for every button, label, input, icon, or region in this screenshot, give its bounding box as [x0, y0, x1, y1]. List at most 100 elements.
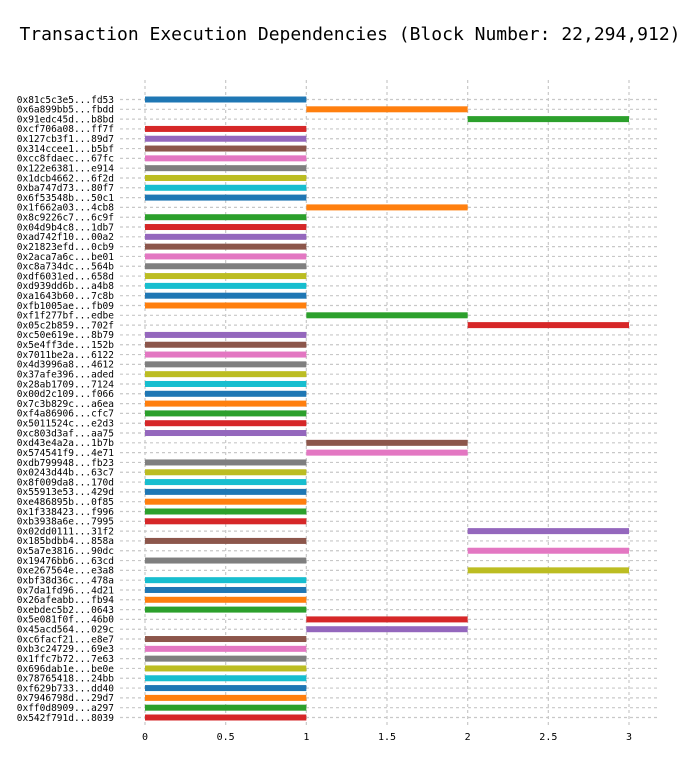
transaction-label: 0xdf6031ed...658d: [17, 271, 114, 282]
transaction-bar: [145, 694, 307, 701]
transaction-label: 0x7946798d...29d7: [17, 693, 114, 704]
transaction-bar: [467, 547, 629, 554]
transaction-label: 0x7da1fd96...4d21: [17, 585, 115, 596]
transaction-label: 0x185bdbb4...858a: [17, 536, 114, 547]
x-tick-label: 0: [142, 732, 148, 743]
transaction-bar: [145, 420, 307, 427]
transaction-label: 0xf1f277bf...edbe: [17, 311, 115, 322]
transaction-bar: [145, 586, 307, 593]
transaction-label: 0x02dd0111...31f2: [17, 526, 114, 537]
transaction-label: 0x91edc45d...b8bd: [17, 114, 114, 125]
transaction-bar: [306, 312, 468, 319]
transaction-label: 0x696dab1e...be0e: [17, 664, 115, 675]
transaction-label: 0xe486895b...0f85: [17, 497, 114, 508]
transaction-bar: [145, 292, 307, 299]
transaction-bar: [145, 469, 307, 476]
transaction-label: 0x2aca7a6c...be01: [17, 252, 115, 263]
transaction-label: 0x542f791d...8039: [17, 713, 115, 724]
transaction-bar: [145, 675, 307, 682]
transaction-bar: [145, 704, 307, 711]
transaction-bar: [145, 410, 307, 417]
x-tick-label: 3: [626, 732, 632, 743]
transaction-label: 0x7c3b829c...a6ea: [17, 399, 114, 410]
transaction-label: 0xb3c24729...69e3: [17, 644, 114, 655]
x-tick-labels: 0 0.5 1 1.5 2 2.5 3: [142, 732, 632, 743]
transaction-label: 0xe267564e...e3a8: [17, 566, 115, 577]
transaction-label: 0x81c5c3e5...fd53: [17, 95, 114, 106]
transaction-label: 0x5e081f0f...46b0: [17, 615, 115, 626]
transaction-bar: [145, 645, 307, 652]
transaction-label: 0x8c9226c7...6c9f: [17, 213, 114, 224]
transaction-bar: [145, 174, 307, 181]
transaction-label: 0x1ffc7b72...7e63: [17, 654, 114, 665]
transaction-bar: [145, 459, 307, 466]
transaction-label: 0x1dcb4662...6f2d: [17, 173, 114, 184]
transaction-bar: [306, 204, 468, 211]
transaction-label: 0x04d9b4c8...1db7: [17, 222, 114, 233]
x-tick-label: 1.5: [378, 732, 396, 743]
transaction-label: 0xcf706a08...ff7f: [17, 124, 114, 135]
transaction-label: 0x78765418...24bb: [17, 674, 115, 685]
y-tick-labels: 0x81c5c3e5...fd530x6a899bb5...fbdd0x91ed…: [17, 95, 115, 724]
transaction-label: 0x7011be2a...6122: [17, 350, 114, 361]
transaction-label: 0x55913e53...429d: [17, 487, 114, 498]
transaction-label: 0x5011524c...e2d3: [17, 419, 114, 430]
transaction-bar: [145, 331, 307, 338]
transaction-label: 0x8f009da8...170d: [17, 477, 114, 488]
transaction-label: 0x21823efd...0cb9: [17, 242, 115, 253]
transaction-label: 0x5a7e3816...90dc: [17, 546, 114, 557]
transaction-bar: [145, 596, 307, 603]
transaction-label: 0x5e4ff3de...152b: [17, 340, 115, 351]
transaction-bar: [145, 184, 307, 191]
transaction-bar: [145, 685, 307, 692]
transaction-bar: [145, 655, 307, 662]
transaction-bar: [145, 430, 307, 437]
transaction-label: 0x26afeabb...fb94: [17, 595, 115, 606]
transaction-bar: [145, 390, 307, 397]
bar-layer: [145, 96, 629, 721]
transaction-bar: [145, 714, 307, 721]
transaction-bar: [145, 557, 307, 564]
transaction-bar: [145, 224, 307, 231]
transaction-label: 0xa1643b60...7c8b: [17, 291, 115, 302]
transaction-bar: [467, 567, 629, 574]
transaction-label: 0xff0d8909...a297: [17, 703, 114, 714]
transaction-bar: [145, 145, 307, 152]
transaction-bar: [306, 439, 468, 446]
transaction-bar: [145, 341, 307, 348]
transaction-bar: [145, 537, 307, 544]
transaction-label: 0xd43e4a2a...1b7b: [17, 438, 115, 449]
transaction-bar: [467, 528, 629, 535]
transaction-label: 0xc50e619e...8b79: [17, 330, 115, 341]
transaction-label: 0xfb1005ae...fb09: [17, 301, 115, 312]
transaction-label: 0x28ab1709...7124: [17, 379, 115, 390]
transaction-label: 0x6f53548b...50c1: [17, 193, 115, 204]
transaction-bar: [145, 125, 307, 132]
transaction-bar: [145, 155, 307, 162]
transaction-bar: [145, 253, 307, 260]
transaction-bar: [145, 194, 307, 201]
transaction-label: 0xad742f10...00a2: [17, 232, 114, 243]
x-tick-label: 2.5: [539, 732, 557, 743]
transaction-bar: [306, 449, 468, 456]
transaction-label: 0xba747d73...80f7: [17, 183, 114, 194]
transaction-bar: [145, 606, 307, 613]
transaction-label: 0xc6facf21...e8e7: [17, 634, 114, 645]
transaction-label: 0xdb799948...fb23: [17, 458, 114, 469]
transaction-bar: [145, 479, 307, 486]
x-tick-label: 0.5: [217, 732, 235, 743]
transaction-label: 0x00d2c109...f066: [17, 389, 115, 400]
transaction-bar: [145, 214, 307, 221]
transaction-label: 0xc8a734dc...564b: [17, 262, 115, 273]
transaction-label: 0x1f338423...f996: [17, 507, 115, 518]
transaction-bar: [467, 116, 629, 123]
transaction-bar: [145, 135, 307, 142]
transaction-bar: [145, 361, 307, 368]
transaction-label: 0x37afe396...aded: [17, 369, 114, 380]
transaction-bar: [145, 243, 307, 250]
transaction-label: 0x0243d44b...63c7: [17, 468, 114, 479]
transaction-bar: [145, 400, 307, 407]
transaction-bar: [145, 282, 307, 289]
transaction-label: 0xcc8fdaec...67fc: [17, 154, 114, 165]
